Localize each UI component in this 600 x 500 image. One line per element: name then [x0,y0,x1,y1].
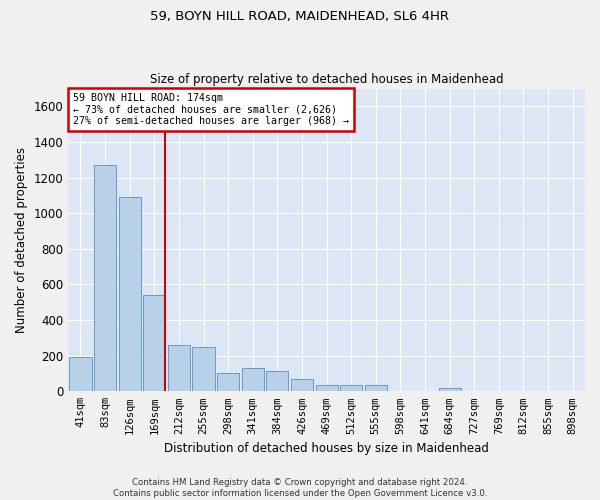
Bar [70,358,92,392]
Text: 59, BOYN HILL ROAD, MAIDENHEAD, SL6 4HR: 59, BOYN HILL ROAD, MAIDENHEAD, SL6 4HR [151,10,449,23]
Bar [168,345,190,392]
Text: 59 BOYN HILL ROAD: 174sqm
← 73% of detached houses are smaller (2,626)
27% of se: 59 BOYN HILL ROAD: 174sqm ← 73% of detac… [73,93,349,126]
X-axis label: Distribution of detached houses by size in Maidenhead: Distribution of detached houses by size … [164,442,489,455]
Bar [340,385,362,392]
Text: Contains HM Land Registry data © Crown copyright and database right 2024.
Contai: Contains HM Land Registry data © Crown c… [113,478,487,498]
Bar [119,197,141,392]
Bar [143,295,166,392]
Bar [217,374,239,392]
Bar [316,385,338,392]
Bar [266,371,289,392]
Bar [365,385,387,392]
Bar [242,368,264,392]
Bar [193,347,215,392]
Bar [94,165,116,392]
Bar [439,388,461,392]
Bar [291,379,313,392]
Title: Size of property relative to detached houses in Maidenhead: Size of property relative to detached ho… [150,73,503,86]
Y-axis label: Number of detached properties: Number of detached properties [15,147,28,333]
